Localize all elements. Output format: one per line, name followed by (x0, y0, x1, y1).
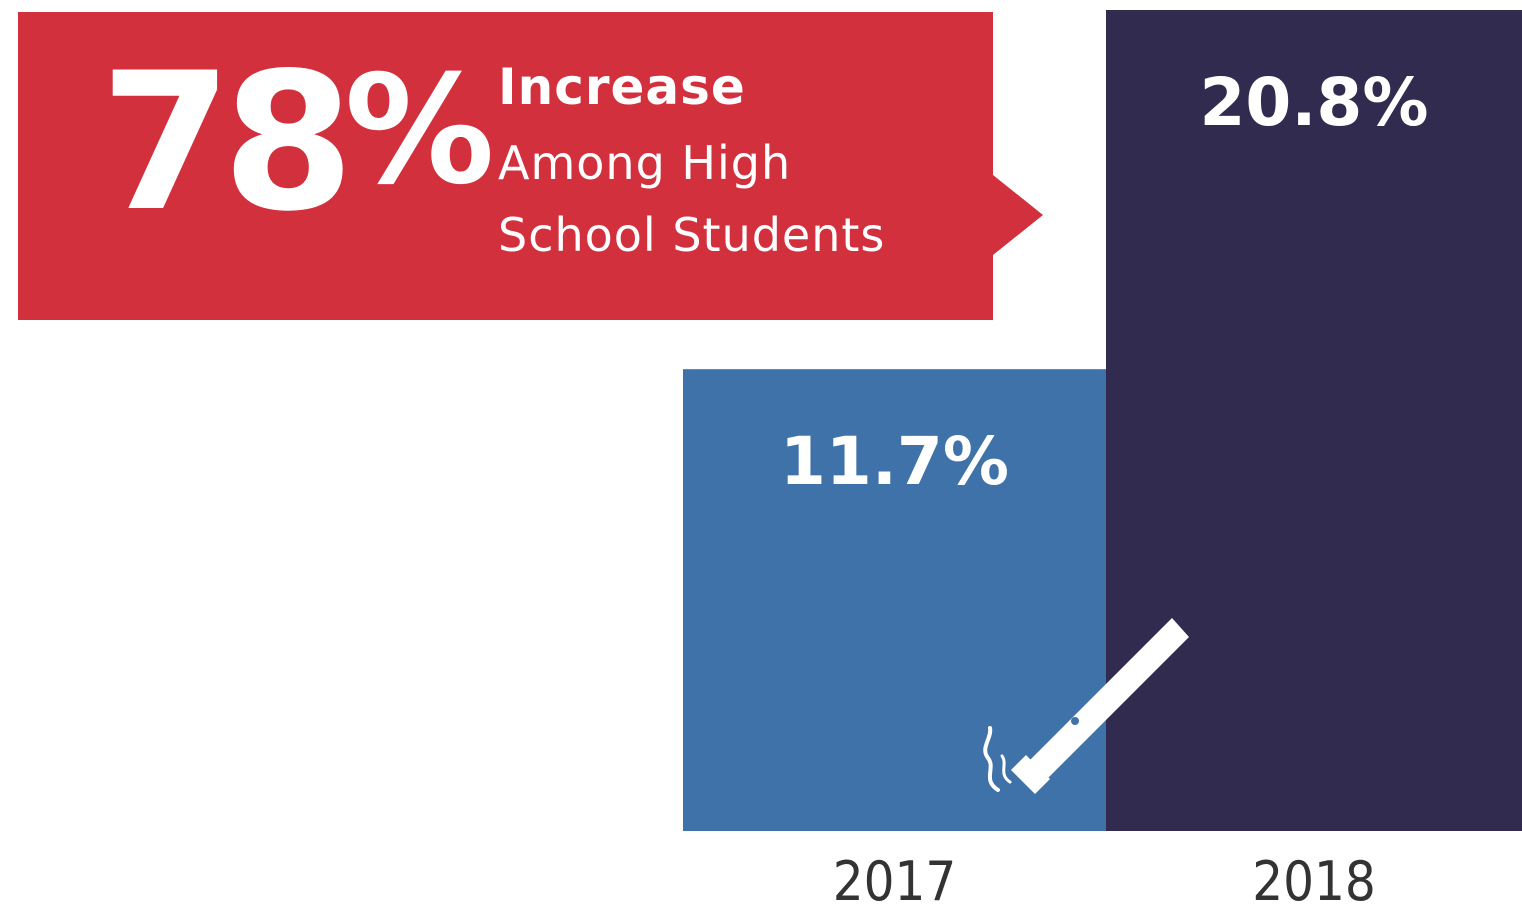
e-cigarette-tip (1011, 755, 1050, 794)
increase-number: 78 (100, 32, 354, 253)
e-cigarette-body (1026, 618, 1189, 783)
vapor-swirl-1 (983, 726, 1000, 792)
callout-shape (18, 12, 1043, 320)
e-cigarette-band (1028, 734, 1049, 755)
e-cigarette-dot (1071, 717, 1079, 725)
x-tick-label-2017: 2017 (833, 850, 957, 907)
data-label-2017: 11.7% (780, 423, 1009, 500)
data-label-2018: 20.8% (1200, 64, 1429, 141)
increase-percentage: 78% (100, 48, 495, 238)
bar-2017 (683, 369, 1106, 831)
callout-line-among: Among High (498, 136, 792, 190)
callout-line-increase: Increase (498, 58, 746, 116)
e-cigarette-icon (983, 618, 1189, 794)
vapor-swirl-2 (1000, 754, 1012, 784)
callout-line-students: School Students (498, 208, 886, 262)
increase-percent-sign: % (344, 44, 495, 218)
x-tick-label-2018: 2018 (1252, 850, 1376, 907)
bar-2018 (1106, 10, 1522, 831)
